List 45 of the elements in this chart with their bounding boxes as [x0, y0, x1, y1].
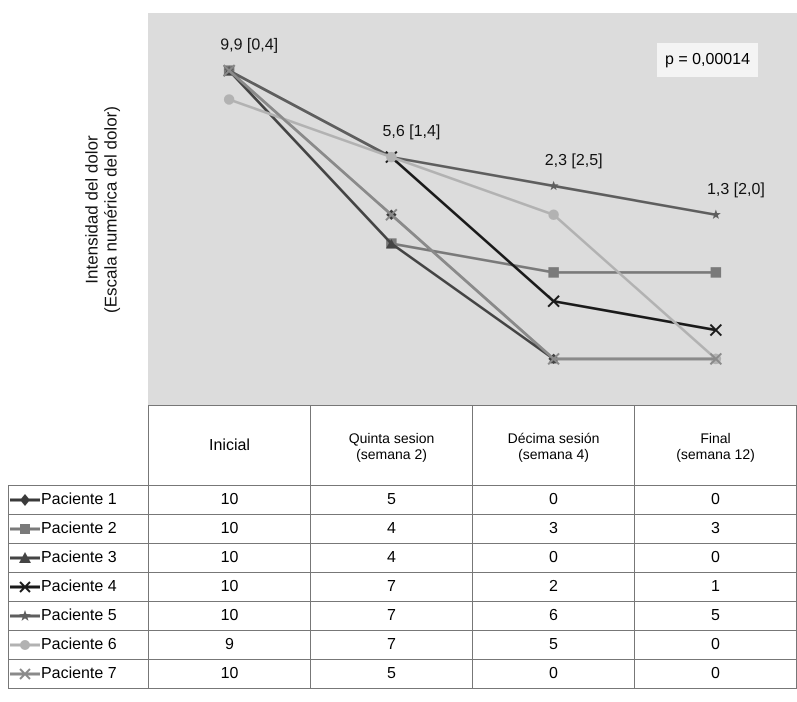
data-label: 0 [472, 544, 634, 572]
data-label: 0 [634, 544, 796, 572]
data-label: 10 [148, 602, 310, 630]
data-label: 0 [472, 660, 634, 688]
data-label: 10 [148, 486, 310, 514]
data-label: 0 [634, 630, 796, 660]
data-label: 5 [472, 630, 634, 660]
legend-label: Paciente 2 [8, 514, 148, 544]
annotation: 1,3 [2,0] [706, 180, 765, 198]
text: p = 0,00014 [657, 43, 758, 77]
data-label: 10 [148, 572, 310, 602]
data-label: 10 [148, 660, 310, 688]
x-tick-label: Quinta sesion (semana 2) [310, 406, 472, 486]
y-axis-title: Intensidad del dolor (Escala numérica del dolor) [82, 106, 120, 313]
data-label: 3 [472, 514, 634, 544]
annotation: 2,3 [2,5] [544, 152, 603, 169]
data-label: 7 [310, 630, 472, 660]
annotation: 5,6 [1,4] [382, 123, 440, 140]
data-label: 5 [310, 486, 472, 514]
data-label: 9 [148, 630, 310, 660]
data-label: 10 [148, 514, 310, 544]
data-label: 5 [310, 660, 472, 688]
data-label: 2 [472, 572, 634, 602]
legend-label: Paciente 6 [8, 630, 148, 660]
data-label: 0 [634, 660, 796, 688]
legend-label: Paciente 5 [8, 602, 148, 630]
legend-label: Paciente 3 [8, 544, 148, 572]
data-label: 4 [310, 514, 472, 544]
data-label: 0 [472, 486, 634, 514]
legend-label: Paciente 4 [8, 572, 148, 602]
data-label: 3 [634, 514, 796, 544]
data-label: 10 [148, 544, 310, 572]
text: 9,9 [0,4] [220, 36, 278, 54]
data-label: 0 [634, 486, 796, 514]
data-label: 6 [472, 602, 634, 630]
legend-label: Paciente 7 [8, 660, 148, 688]
legend-label: Paciente 1 [8, 486, 148, 514]
data-label: 4 [310, 544, 472, 572]
data-label: 5 [634, 602, 796, 630]
x-tick-label: Inicial [148, 406, 310, 486]
data-label: 7 [310, 572, 472, 602]
x-tick-label: Décima sesión (semana 4) [472, 406, 634, 486]
data-label: 7 [310, 602, 472, 630]
x-tick-label: Final (semana 12) [634, 406, 796, 486]
data-label: 1 [634, 572, 796, 602]
